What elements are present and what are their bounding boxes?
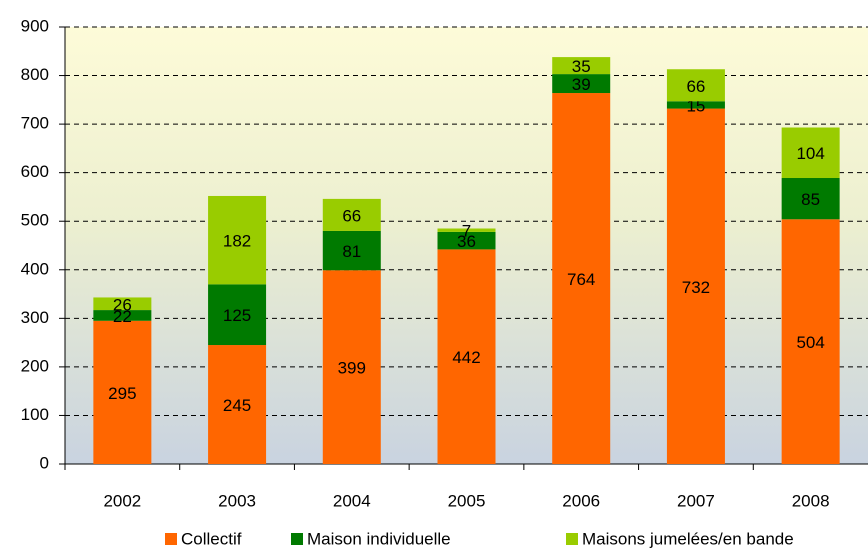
- data-label: 504: [796, 333, 824, 352]
- data-label: 104: [796, 144, 824, 163]
- bar-segment: [666, 108, 725, 464]
- data-label: 182: [223, 232, 251, 251]
- y-tick-label: 200: [21, 356, 49, 375]
- legend-swatch: [291, 533, 303, 545]
- y-tick-label: 500: [21, 211, 49, 230]
- legend-label: Maisons jumelées/en bande: [582, 529, 794, 548]
- bar-segment: [781, 127, 840, 179]
- y-tick-label: 800: [21, 65, 49, 84]
- bar-segment: [552, 93, 611, 464]
- bar-segment: [437, 228, 496, 232]
- bar-segment: [666, 69, 725, 102]
- bar-segment: [208, 284, 267, 346]
- data-label: 66: [342, 206, 361, 225]
- data-label: 295: [108, 384, 136, 403]
- data-label: 245: [223, 396, 251, 415]
- y-tick-label: 700: [21, 114, 49, 133]
- data-label: 732: [682, 278, 710, 297]
- bar-segment: [208, 195, 267, 285]
- x-tick-label: 2002: [103, 491, 141, 510]
- y-tick-label: 0: [40, 453, 49, 472]
- bar-segment: [322, 230, 381, 271]
- bar-segment: [208, 345, 267, 464]
- bar-segment: [552, 74, 611, 94]
- bar-segment: [322, 198, 381, 231]
- data-label: 399: [338, 359, 366, 378]
- bar-segment: [666, 101, 725, 109]
- y-tick-label: 300: [21, 308, 49, 327]
- data-label: 26: [113, 295, 132, 314]
- bar-segment: [437, 231, 496, 250]
- x-tick-label: 2004: [333, 491, 371, 510]
- data-label: 35: [572, 57, 591, 76]
- bar-segment: [93, 310, 152, 321]
- legend-label: Collectif: [181, 529, 242, 548]
- y-tick-label: 400: [21, 259, 49, 278]
- data-label: 81: [342, 242, 361, 261]
- legend-label: Maison individuelle: [307, 529, 451, 548]
- bar-segment: [93, 297, 152, 311]
- y-tick-label: 900: [21, 16, 49, 35]
- data-label: 7: [462, 222, 471, 241]
- x-tick-label: 2005: [448, 491, 486, 510]
- y-tick-label: 100: [21, 405, 49, 424]
- data-label: 22: [113, 307, 132, 326]
- x-tick-label: 2007: [677, 491, 715, 510]
- data-label: 764: [567, 270, 595, 289]
- x-tick-label: 2008: [792, 491, 830, 510]
- x-tick-label: 2003: [218, 491, 256, 510]
- data-label: 39: [572, 75, 591, 94]
- y-tick-label: 600: [21, 162, 49, 181]
- bar-segment: [781, 178, 840, 220]
- data-label: 36: [457, 232, 476, 251]
- data-label: 66: [686, 77, 705, 96]
- legend-swatch: [165, 533, 177, 545]
- legend-swatch: [566, 533, 578, 545]
- data-label: 85: [801, 190, 820, 209]
- bar-segment: [437, 249, 496, 464]
- bar-segment: [322, 270, 381, 464]
- x-tick-label: 2006: [562, 491, 600, 510]
- bar-segment: [552, 57, 611, 75]
- data-label: 125: [223, 306, 251, 325]
- bar-segment: [93, 320, 152, 464]
- data-label: 442: [452, 348, 480, 367]
- bar-segment: [781, 219, 840, 464]
